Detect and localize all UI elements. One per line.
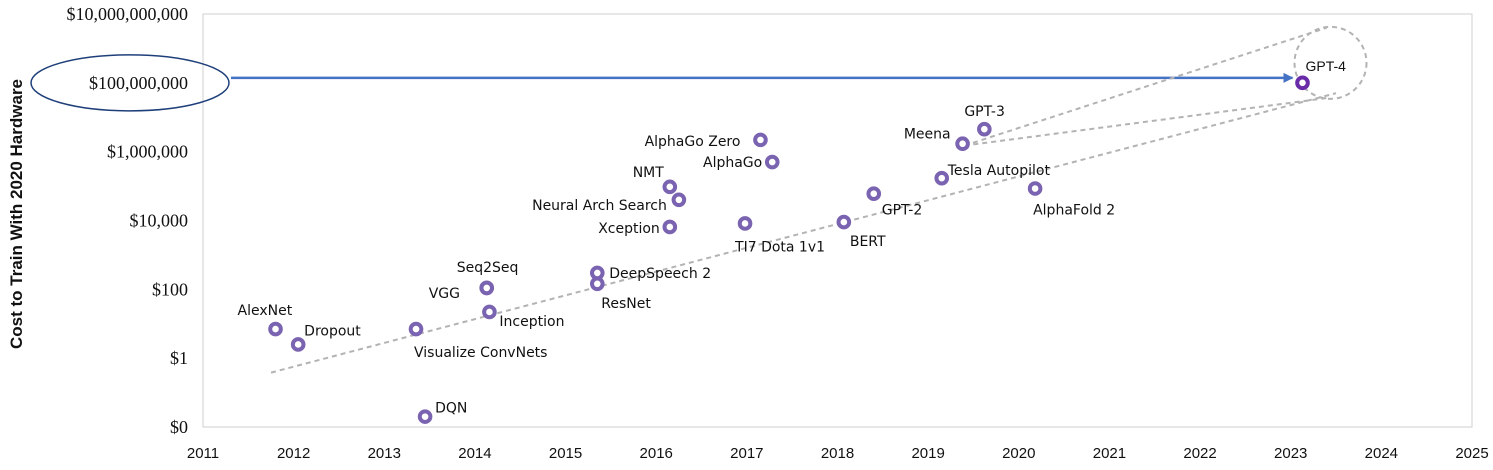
data-point bbox=[753, 132, 768, 148]
data-point bbox=[417, 409, 433, 424]
data-point bbox=[268, 321, 283, 337]
x-tick-label: 2021 bbox=[1093, 445, 1126, 462]
point-label: DeepSpeech 2 bbox=[609, 266, 711, 282]
x-tick-label: 2023 bbox=[1274, 445, 1307, 462]
x-tick-label: 2020 bbox=[1002, 445, 1035, 462]
trend-line bbox=[270, 92, 1337, 374]
y-axis-label: Cost to Train With 2020 Hardware bbox=[7, 79, 26, 349]
point-label: AlphaGo Zero bbox=[645, 134, 741, 150]
point-label: NMT bbox=[633, 165, 665, 181]
data-point bbox=[934, 170, 950, 186]
y-tick-label: $0 bbox=[170, 417, 188, 437]
x-tick-label: 2013 bbox=[368, 445, 401, 462]
point-label: AlphaFold 2 bbox=[1033, 203, 1115, 219]
y-tick-label: $1 bbox=[170, 348, 188, 368]
point-label: Meena bbox=[904, 127, 951, 143]
x-tick-label: 2025 bbox=[1455, 445, 1488, 462]
point-label: ResNet bbox=[601, 296, 651, 312]
y-tick-label: $1,000,000 bbox=[107, 142, 188, 162]
data-point bbox=[836, 214, 852, 230]
data-point bbox=[671, 192, 687, 208]
point-label: Seq2Seq bbox=[457, 260, 519, 276]
data-point bbox=[408, 321, 424, 337]
point-label: GPT-3 bbox=[964, 104, 1005, 120]
y-tick-label: $100 bbox=[152, 279, 188, 299]
point-label: GPT-2 bbox=[882, 203, 923, 219]
callout-ellipse bbox=[30, 54, 230, 112]
point-label: DQN bbox=[435, 401, 467, 417]
x-tick-label: 2017 bbox=[730, 445, 763, 462]
y-tick-label: $10,000 bbox=[130, 211, 189, 231]
point-label: VGG bbox=[429, 286, 460, 302]
data-point bbox=[662, 219, 678, 235]
data-point bbox=[866, 186, 882, 202]
point-label: Neural Arch Search bbox=[532, 198, 667, 214]
point-label: Visualize ConvNets bbox=[414, 345, 547, 361]
data-point bbox=[290, 337, 306, 352]
data-point bbox=[482, 304, 497, 320]
point-label: AlphaGo bbox=[703, 155, 762, 171]
data-point bbox=[1295, 75, 1310, 91]
x-tick-label: 2011 bbox=[187, 445, 219, 462]
x-tick-label: 2015 bbox=[549, 445, 582, 462]
x-tick-label: 2018 bbox=[821, 445, 854, 462]
x-tick-label: 2019 bbox=[911, 445, 944, 462]
point-label: Dropout bbox=[304, 323, 361, 339]
x-tick-label: 2012 bbox=[277, 445, 310, 462]
point-label: Xception bbox=[598, 221, 660, 237]
data-point bbox=[764, 154, 780, 170]
data-point bbox=[977, 121, 992, 137]
point-label: GPT-4 bbox=[1305, 58, 1346, 74]
y-tick-label: $10,000,000,000 bbox=[67, 4, 189, 24]
plot-area bbox=[202, 13, 1473, 428]
point-label: AlexNet bbox=[238, 303, 293, 319]
point-label: TI7 Dota 1v1 bbox=[734, 239, 825, 255]
x-tick-label: 2024 bbox=[1365, 445, 1398, 462]
data-point bbox=[955, 136, 970, 152]
data-point bbox=[589, 265, 605, 281]
point-label: Tesla Autopilot bbox=[947, 163, 1051, 179]
data-point bbox=[479, 280, 495, 296]
data-point bbox=[1027, 181, 1043, 196]
x-tick-label: 2022 bbox=[1183, 445, 1216, 462]
x-tick-label: 2016 bbox=[640, 445, 673, 462]
y-tick-label: $100,000,000 bbox=[89, 73, 188, 93]
point-label: Inception bbox=[499, 314, 564, 330]
x-tick-label: 2014 bbox=[458, 445, 491, 462]
cone-line-lower bbox=[964, 96, 1329, 147]
point-label: BERT bbox=[850, 234, 886, 250]
data-point bbox=[737, 216, 753, 231]
highlight-circle bbox=[1293, 25, 1368, 100]
cone-line-upper bbox=[964, 26, 1327, 147]
data-point bbox=[662, 179, 678, 195]
